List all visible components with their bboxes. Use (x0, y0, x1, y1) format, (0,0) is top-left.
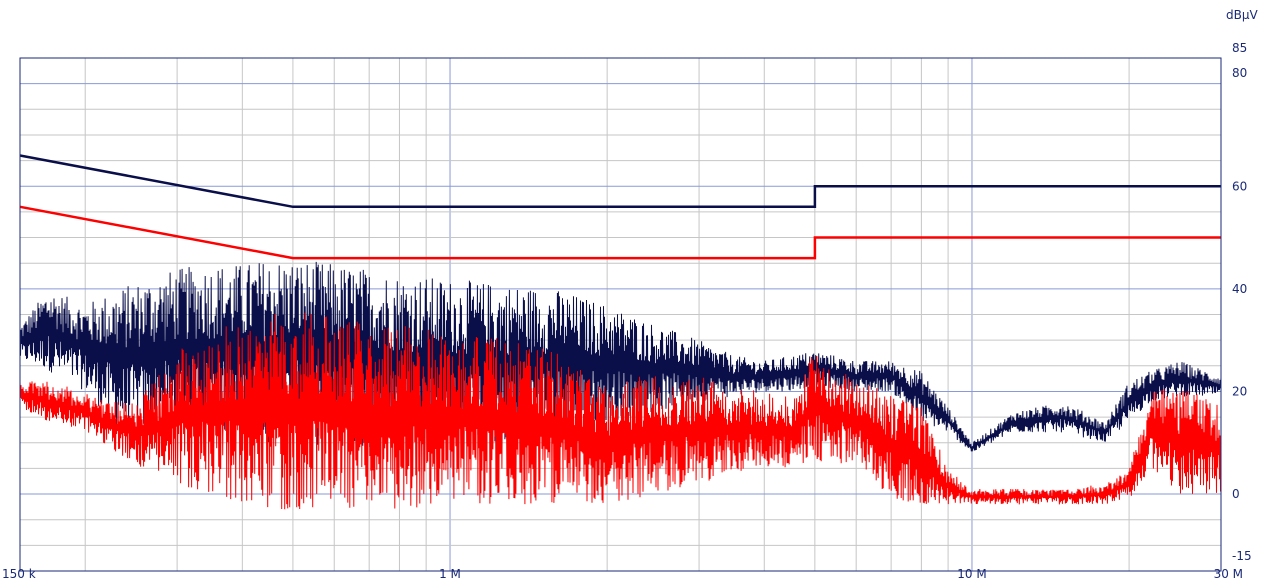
x-tick-label: 150 k (2, 567, 36, 581)
x-tick-label: 30 M (1214, 567, 1243, 581)
y-tick-label: 60 (1232, 179, 1247, 193)
grid-lines (20, 58, 1221, 571)
y-axis-tick-labels: 85 80 60 40 20 0 -15 (1232, 41, 1252, 563)
x-tick-label: 10 M (957, 567, 986, 581)
limit-lines (19, 154, 1221, 260)
y-tick-label: 40 (1232, 282, 1247, 296)
quasi-peak-limit-line (19, 154, 1221, 209)
x-axis-tick-labels: 150 k 1 M 10 M 30 M (2, 567, 1243, 581)
y-tick-label: 80 (1232, 66, 1247, 80)
y-tick-label: -15 (1232, 549, 1252, 563)
y-tick-label: 85 (1232, 41, 1247, 55)
y-tick-label: 0 (1232, 487, 1240, 501)
y-axis-unit-label: dBµV (1226, 8, 1258, 22)
quasi-peak-trace (19, 261, 1222, 452)
y-tick-label: 20 (1232, 384, 1247, 398)
measurement-traces (19, 261, 1222, 510)
average-trace (19, 312, 1222, 510)
plot-frame (19, 57, 1222, 572)
average-limit-line (19, 205, 1221, 260)
x-tick-label: 1 M (439, 567, 461, 581)
